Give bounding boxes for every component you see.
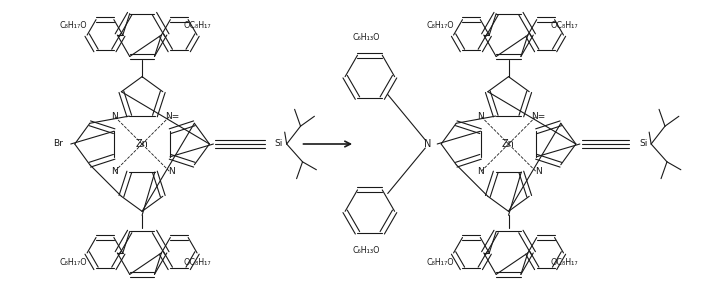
Text: C₈H₁₇O: C₈H₁₇O [60,21,88,30]
Text: OC₈H₁₇: OC₈H₁₇ [184,21,211,30]
Text: Zn: Zn [502,139,515,149]
Text: Br: Br [53,139,63,149]
Text: C₆H₁₃O: C₆H₁₃O [352,247,379,255]
Text: Si: Si [639,139,647,149]
Text: OC₈H₁₇: OC₈H₁₇ [184,258,211,267]
Text: N: N [478,167,484,176]
Text: N: N [111,112,118,121]
Text: OC₈H₁₇: OC₈H₁₇ [550,21,578,30]
Text: Si: Si [275,139,283,149]
Text: OC₈H₁₇: OC₈H₁₇ [550,258,578,267]
Text: N: N [424,139,431,149]
Text: Zn: Zn [135,139,148,149]
Text: C₆H₁₃O: C₆H₁₃O [352,33,379,41]
Text: N: N [535,167,542,176]
Text: C₈H₁₇O: C₈H₁₇O [426,258,454,267]
Text: C₈H₁₇O: C₈H₁₇O [60,258,88,267]
Text: N: N [111,167,118,176]
Text: N: N [478,112,484,121]
Text: N: N [168,167,175,176]
Text: C₈H₁₇O: C₈H₁₇O [426,21,454,30]
Text: N=: N= [165,112,179,121]
Text: N=: N= [531,112,545,121]
